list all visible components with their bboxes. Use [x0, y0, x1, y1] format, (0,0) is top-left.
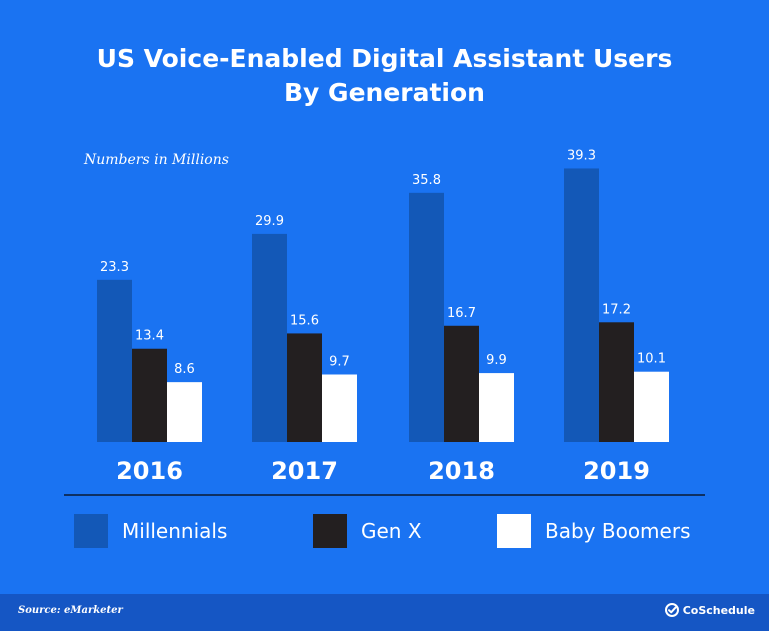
chart-title-line-1: US Voice-Enabled Digital Assistant Users — [96, 44, 673, 73]
bar-gen-x-2019 — [599, 322, 634, 442]
bar-millennials-2017 — [252, 233, 287, 442]
data-label-gen-x-2019: 17.2 — [602, 302, 631, 317]
legend-item-millennials: Millennials — [74, 514, 227, 548]
bar-gen-x-2018 — [444, 325, 479, 442]
bar-gen-x-2017 — [287, 333, 322, 442]
bar-gen-x-2016 — [132, 348, 167, 442]
bar-millennials-2019 — [564, 168, 599, 443]
source-note: Source: eMarketer — [18, 605, 123, 616]
data-label-baby-boomers-2017: 9.7 — [329, 354, 350, 369]
chart-title: US Voice-Enabled Digital Assistant Users… — [0, 42, 769, 110]
bar-millennials-2018 — [409, 192, 444, 442]
legend-swatch-millennials — [74, 514, 108, 548]
bar-millennials-2016 — [97, 279, 132, 442]
data-label-gen-x-2016: 13.4 — [135, 329, 164, 344]
chart-subtitle: Numbers in Millions — [84, 152, 229, 168]
bar-baby-boomers-2016 — [167, 382, 202, 442]
bar-baby-boomers-2017 — [322, 374, 357, 442]
data-label-millennials-2018: 35.8 — [412, 173, 441, 188]
x-tick-label-2016: 2016 — [116, 457, 183, 485]
legend-item-gen-x: Gen X — [313, 514, 422, 548]
x-tick-label-2019: 2019 — [583, 457, 650, 485]
chart-title-line-2: By Generation — [284, 78, 485, 107]
brand-logo: CoSchedule — [664, 603, 755, 617]
x-tick-label-2018: 2018 — [428, 457, 495, 485]
legend-label-millennials: Millennials — [122, 519, 228, 543]
data-label-baby-boomers-2019: 10.1 — [637, 352, 666, 367]
data-label-baby-boomers-2016: 8.6 — [174, 362, 195, 377]
coschedule-check-icon — [664, 603, 679, 617]
legend-swatch-baby-boomers — [497, 514, 531, 548]
data-label-millennials-2019: 39.3 — [567, 148, 596, 163]
footer-bar: Source: eMarketer CoSchedule — [0, 594, 769, 631]
data-label-gen-x-2017: 15.6 — [290, 313, 319, 328]
legend-label-baby-boomers: Baby Boomers — [545, 519, 691, 543]
data-label-baby-boomers-2018: 9.9 — [486, 353, 507, 368]
legend-label-gen-x: Gen X — [361, 519, 422, 543]
x-tick-label-2017: 2017 — [271, 457, 338, 485]
bar-baby-boomers-2018 — [479, 373, 514, 442]
brand-name: CoSchedule — [682, 603, 755, 617]
data-label-millennials-2017: 29.9 — [255, 214, 284, 229]
data-label-millennials-2016: 23.3 — [100, 260, 129, 275]
legend-item-baby-boomers: Baby Boomers — [497, 514, 691, 548]
legend-swatch-gen-x — [313, 514, 347, 548]
data-label-gen-x-2018: 16.7 — [447, 306, 476, 321]
bar-baby-boomers-2019 — [634, 371, 669, 442]
